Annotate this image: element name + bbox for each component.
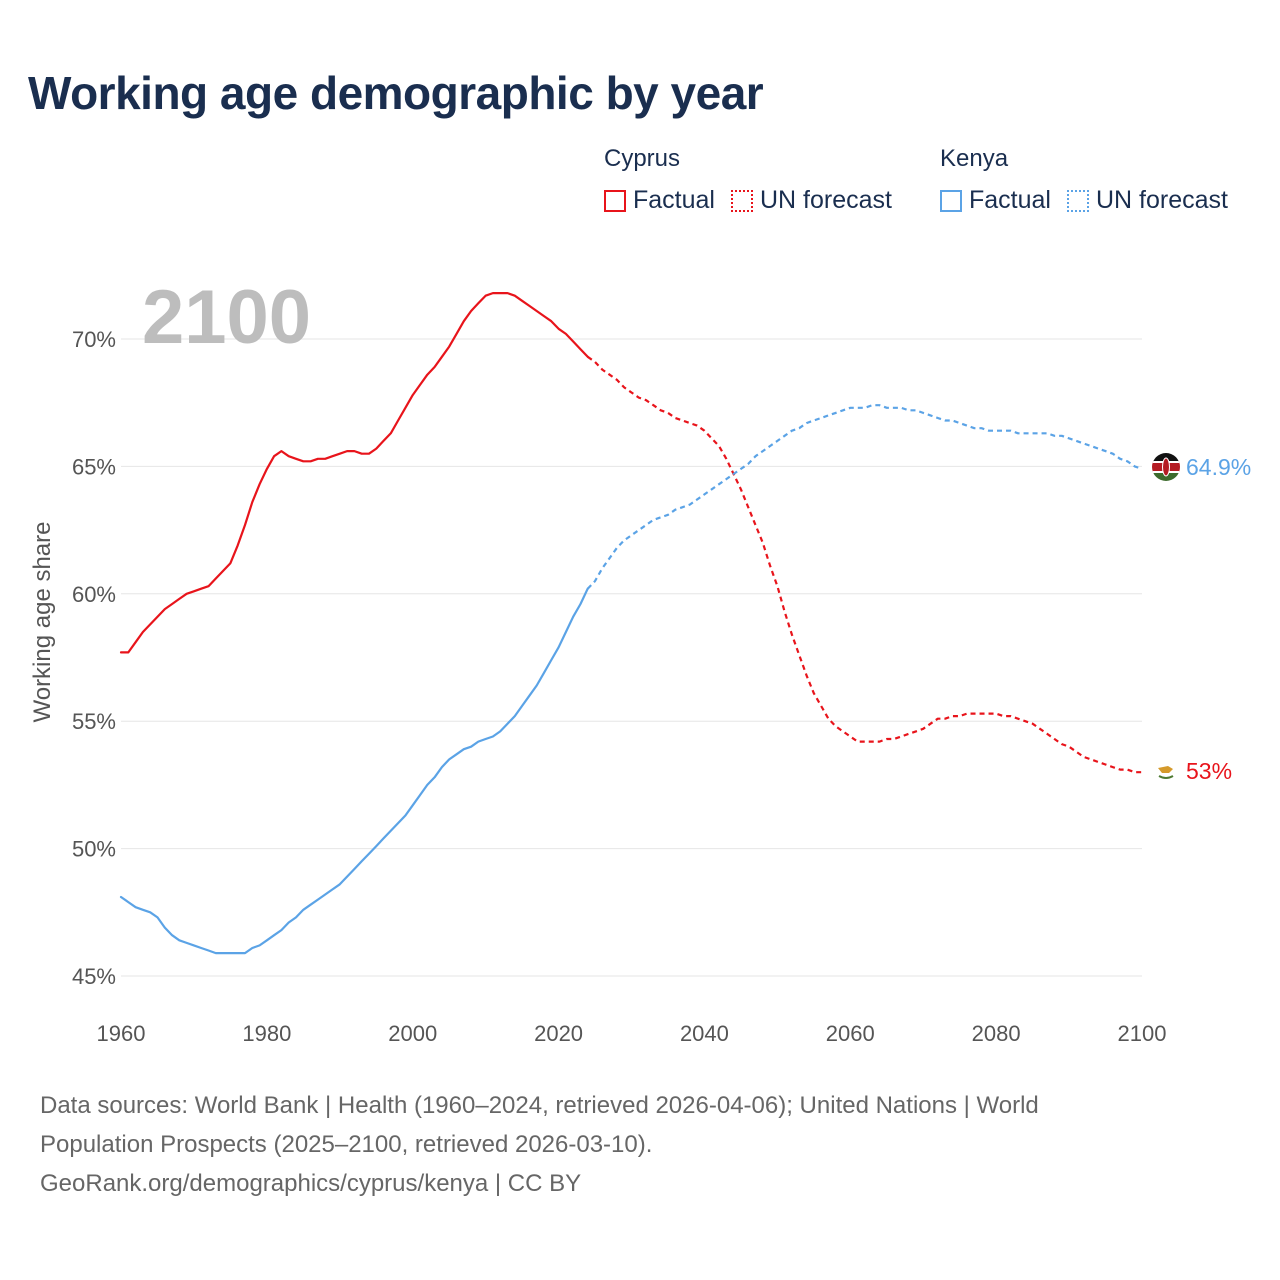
footer-line-2: Population Prospects (2025–2100, retriev… xyxy=(40,1131,653,1158)
legend-cyprus-factual[interactable]: Factual xyxy=(604,186,715,215)
cyprus-forecast-line xyxy=(587,355,1142,774)
footer-sources: Data sources: World Bank | Health (1960–… xyxy=(40,1086,1240,1203)
y-tick-label-45: 45% xyxy=(72,964,116,989)
y-tick-label-65: 65% xyxy=(72,454,116,479)
x-axis-ticks: 1960 1980 2000 2020 2040 2060 2080 2100 xyxy=(97,1021,1167,1046)
legend-cyprus-title: Cyprus xyxy=(604,145,681,172)
x-tick-label-2080: 2080 xyxy=(972,1021,1021,1046)
y-axis-ticks: 45% 50% 55% 60% 65% 70% xyxy=(72,327,116,989)
y-tick-label-70: 70% xyxy=(72,327,116,352)
y-tick-label-60: 60% xyxy=(72,582,116,607)
legend-kenya-factual-label: Factual xyxy=(969,186,1051,214)
x-tick-label-2020: 2020 xyxy=(534,1021,583,1046)
legend-cyprus-factual-swatch xyxy=(604,189,626,212)
end-label-kenya: 64.9% xyxy=(1186,454,1251,480)
chart-title: Working age demographic by year xyxy=(28,67,764,119)
legend-kenya-forecast-swatch xyxy=(1066,189,1089,212)
y-axis-label: Working age share xyxy=(29,522,56,723)
kenya-forecast-line xyxy=(586,404,1143,590)
cyprus-flag-icon xyxy=(1153,758,1179,784)
legend-kenya-factual[interactable]: Factual xyxy=(940,186,1051,215)
cyprus-factual-line xyxy=(119,292,589,654)
kenya-factual-line xyxy=(119,587,589,955)
x-tick-label-2060: 2060 xyxy=(826,1021,875,1046)
x-tick-label-1980: 1980 xyxy=(242,1021,291,1046)
y-tick-label-55: 55% xyxy=(72,709,116,734)
legend-cyprus-forecast-swatch xyxy=(730,189,753,212)
footer-line-1: Data sources: World Bank | Health (1960–… xyxy=(40,1092,1039,1119)
y-tick-label-50: 50% xyxy=(72,837,116,862)
x-tick-label-2040: 2040 xyxy=(680,1021,729,1046)
legend-cyprus-forecast[interactable]: UN forecast xyxy=(730,186,892,215)
legend-kenya-forecast[interactable]: UN forecast xyxy=(1066,186,1228,215)
legend-cyprus: Cyprus Factual UN forecast xyxy=(604,144,892,215)
legend-cyprus-forecast-label: UN forecast xyxy=(759,186,892,214)
kenya-flag-icon xyxy=(1152,453,1180,481)
grid-lines xyxy=(121,338,1142,977)
line-chart: 45% 50% 55% 60% 65% 70% 1960 1980 2000 2020 2040 2… xyxy=(29,275,1251,1046)
legend-kenya: Kenya Factual UN forecast xyxy=(940,144,1228,215)
x-tick-label-1960: 1960 xyxy=(97,1021,146,1046)
legend-kenya-forecast-label: UN forecast xyxy=(1095,186,1228,214)
x-tick-label-2000: 2000 xyxy=(388,1021,437,1046)
x-tick-label-2100: 2100 xyxy=(1118,1021,1167,1046)
legend-kenya-factual-swatch xyxy=(940,189,962,212)
end-label-cyprus: 53% xyxy=(1186,758,1232,784)
year-watermark: 2100 xyxy=(142,275,311,360)
legend-kenya-title: Kenya xyxy=(940,145,1009,172)
legend-cyprus-factual-label: Factual xyxy=(633,186,715,214)
series-lines xyxy=(119,292,1143,955)
footer-line-3[interactable]: GeoRank.org/demographics/cyprus/kenya | … xyxy=(40,1170,582,1197)
